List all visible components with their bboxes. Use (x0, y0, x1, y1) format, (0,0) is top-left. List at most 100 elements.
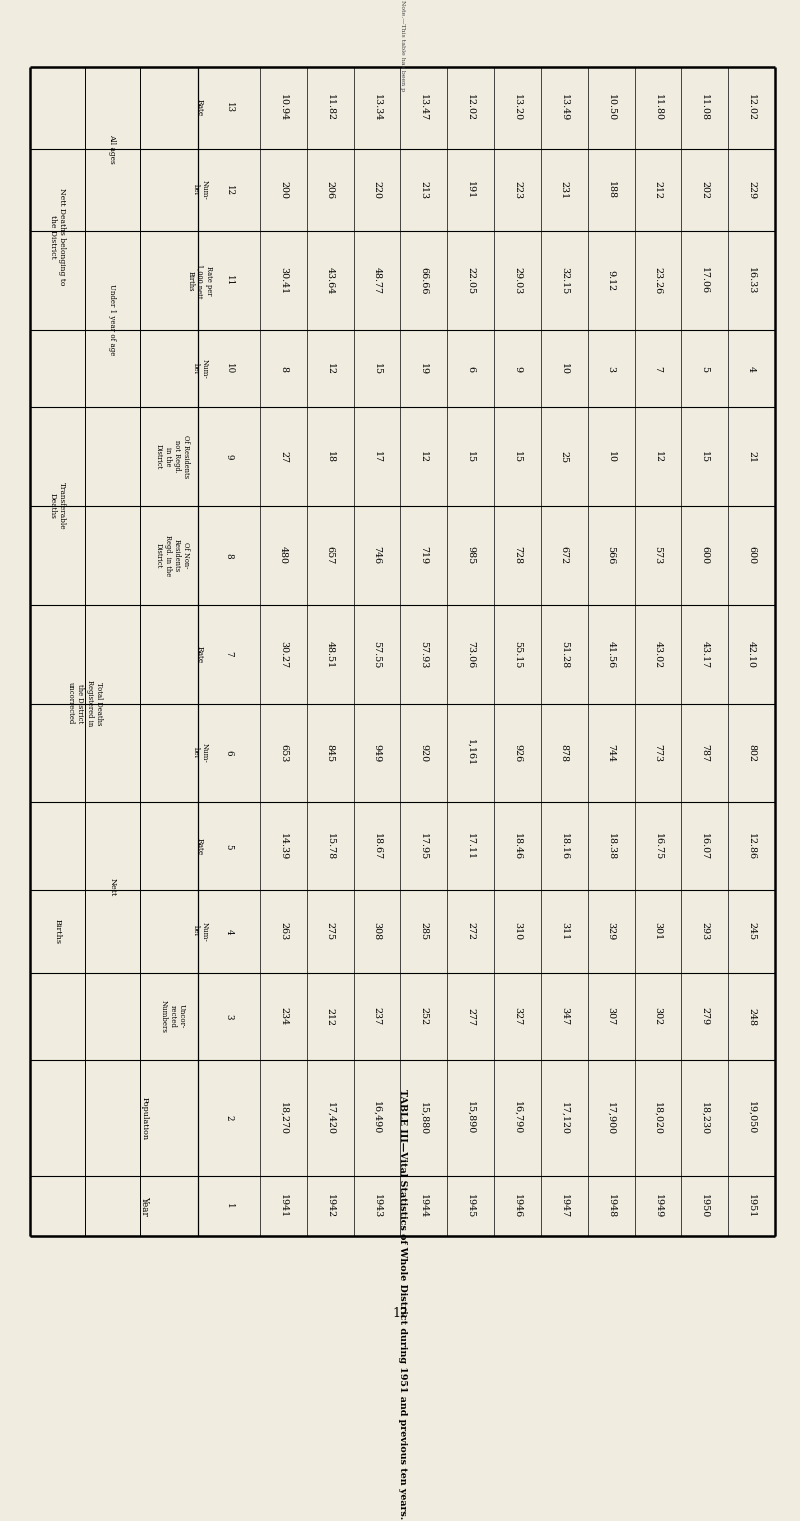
Text: 200: 200 (279, 181, 288, 199)
Text: 728: 728 (513, 546, 522, 564)
Text: 13.47: 13.47 (419, 94, 428, 122)
Text: 787: 787 (700, 744, 710, 762)
Text: 275: 275 (326, 922, 334, 940)
Text: 1950: 1950 (700, 1194, 710, 1218)
Text: Transferable
Deaths: Transferable Deaths (49, 482, 66, 529)
Text: 66.66: 66.66 (419, 268, 428, 295)
Text: 18.67: 18.67 (373, 834, 382, 859)
Text: Num-
ber: Num- ber (191, 359, 209, 379)
Text: 11.08: 11.08 (700, 94, 710, 122)
Text: 878: 878 (560, 744, 569, 762)
Text: 17.11: 17.11 (466, 834, 475, 859)
Text: 4: 4 (747, 365, 756, 371)
Text: 32.15: 32.15 (560, 268, 569, 295)
Text: 73.06: 73.06 (466, 640, 475, 668)
Text: 16.33: 16.33 (747, 268, 756, 295)
Text: 1947: 1947 (560, 1194, 569, 1218)
Text: 15: 15 (700, 450, 710, 462)
Text: 18.16: 18.16 (560, 834, 569, 859)
Text: 212: 212 (326, 1007, 334, 1025)
Text: Note.—This table has been p: Note.—This table has been p (400, 0, 405, 91)
Text: 926: 926 (513, 744, 522, 762)
Text: 19: 19 (419, 362, 428, 374)
Text: 43.64: 43.64 (326, 268, 334, 295)
Text: 279: 279 (700, 1007, 710, 1025)
Text: 18,270: 18,270 (279, 1101, 288, 1135)
Text: Rate per
1,000 nett
Births: Rate per 1,000 nett Births (187, 263, 213, 298)
Text: Uncor-
rected
Numbers: Uncor- rected Numbers (159, 1001, 186, 1033)
Text: 17,120: 17,120 (560, 1101, 569, 1135)
Text: 13.49: 13.49 (560, 94, 569, 122)
Text: 12: 12 (419, 450, 428, 462)
Text: 7: 7 (654, 365, 662, 371)
Text: 10.50: 10.50 (606, 94, 616, 122)
Text: 202: 202 (700, 181, 710, 199)
Text: 12.02: 12.02 (747, 94, 756, 122)
Text: 6: 6 (466, 365, 475, 371)
Text: 15: 15 (466, 450, 475, 462)
Text: 15,890: 15,890 (466, 1101, 475, 1135)
Text: 5: 5 (225, 844, 234, 849)
Text: 9: 9 (225, 453, 234, 459)
Text: 3: 3 (606, 365, 616, 371)
Text: 42.10: 42.10 (747, 640, 756, 668)
Text: 802: 802 (747, 744, 756, 762)
Text: 41.56: 41.56 (606, 640, 616, 668)
Text: 16,490: 16,490 (373, 1101, 382, 1135)
Text: 191: 191 (466, 181, 475, 199)
Text: 212: 212 (654, 181, 662, 199)
Text: 22.05: 22.05 (466, 268, 475, 295)
Text: 329: 329 (606, 922, 616, 940)
Text: 19,050: 19,050 (747, 1101, 756, 1135)
Text: All ages: All ages (109, 134, 117, 164)
Text: 16.07: 16.07 (700, 834, 710, 859)
Text: 1942: 1942 (326, 1194, 334, 1218)
Text: 1945: 1945 (466, 1194, 475, 1218)
Text: 310: 310 (513, 922, 522, 940)
Text: 55.15: 55.15 (513, 640, 522, 668)
Text: 600: 600 (700, 546, 710, 564)
Text: TABLE III—Vital Statistics of Whole District during 1951 and previous ten years.: TABLE III—Vital Statistics of Whole Dist… (398, 1089, 407, 1519)
Text: 773: 773 (654, 744, 662, 762)
Text: 272: 272 (466, 922, 475, 940)
Text: 18,230: 18,230 (700, 1101, 710, 1135)
Text: 15.78: 15.78 (326, 834, 334, 859)
Text: 18: 18 (326, 450, 334, 462)
Text: 29.03: 29.03 (513, 268, 522, 295)
Text: 7: 7 (225, 651, 234, 657)
Text: 13: 13 (225, 102, 234, 114)
Text: 11.82: 11.82 (326, 94, 334, 122)
Text: 8: 8 (279, 365, 288, 371)
Text: 248: 248 (747, 1007, 756, 1025)
Text: 23.26: 23.26 (654, 268, 662, 295)
Text: 1943: 1943 (373, 1194, 382, 1218)
Text: 920: 920 (419, 744, 428, 762)
Text: 1946: 1946 (513, 1194, 522, 1218)
Text: 293: 293 (700, 922, 710, 940)
Text: 15: 15 (513, 450, 522, 462)
Text: 30.27: 30.27 (279, 640, 288, 668)
Text: 302: 302 (654, 1007, 662, 1025)
Text: 311: 311 (560, 922, 569, 940)
Text: 13.20: 13.20 (513, 94, 522, 122)
Text: 6: 6 (225, 750, 234, 756)
Text: 263: 263 (279, 922, 288, 940)
Text: 18.46: 18.46 (513, 834, 522, 859)
Text: 600: 600 (747, 546, 756, 564)
Text: 985: 985 (466, 546, 475, 564)
Text: 48.77: 48.77 (373, 268, 382, 295)
Text: 9.12: 9.12 (606, 271, 616, 292)
Text: 10: 10 (606, 450, 616, 462)
Text: 16.75: 16.75 (654, 832, 662, 859)
Text: 12.02: 12.02 (466, 94, 475, 122)
Text: 57.55: 57.55 (373, 640, 382, 668)
Text: 277: 277 (466, 1007, 475, 1025)
Text: 223: 223 (513, 181, 522, 199)
Text: 11.80: 11.80 (654, 94, 662, 122)
Text: Of Non-
Residents
Regd. in the
District: Of Non- Residents Regd. in the District (154, 535, 190, 576)
Text: 573: 573 (654, 546, 662, 564)
Text: 719: 719 (419, 546, 428, 564)
Text: 234: 234 (279, 1007, 288, 1025)
Text: 480: 480 (279, 546, 288, 564)
Text: 1948: 1948 (606, 1194, 616, 1218)
